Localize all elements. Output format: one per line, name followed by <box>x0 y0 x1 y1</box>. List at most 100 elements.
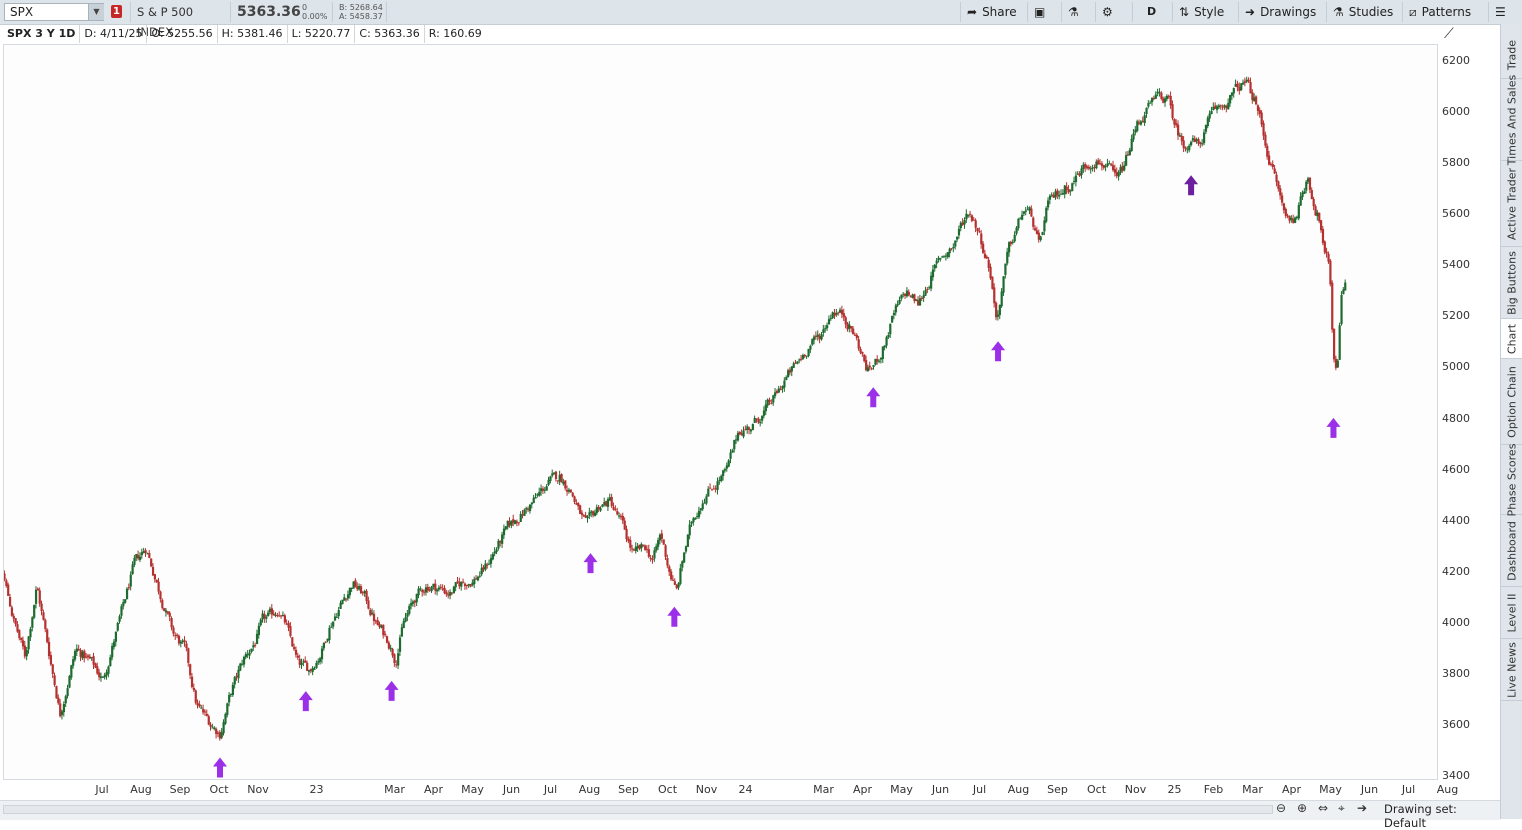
up-arrow-marker[interactable] <box>583 553 598 574</box>
sidebar-tab-times-and-sales[interactable]: Times And Sales <box>1501 74 1522 165</box>
style-button[interactable]: ⇅ Style <box>1172 2 1230 22</box>
candle-body <box>987 259 990 268</box>
candle-body <box>759 422 762 424</box>
drawing-set-label[interactable]: Drawing set: Default <box>1384 802 1457 830</box>
up-arrow-marker[interactable] <box>991 341 1006 362</box>
candle-body <box>309 669 312 671</box>
candle-body <box>86 655 90 657</box>
price-chart[interactable] <box>0 44 1438 780</box>
price-tick-label: 4400 <box>1442 513 1470 527</box>
candle-body <box>839 309 842 313</box>
candle-body <box>361 592 364 594</box>
candle-body <box>805 355 808 357</box>
candle-body <box>51 664 54 674</box>
candle-body <box>950 248 953 250</box>
candle-body <box>787 370 790 378</box>
up-arrow-marker[interactable] <box>1184 175 1199 196</box>
candle-body <box>534 497 537 499</box>
price-axis-icon[interactable]: ⟋ <box>1444 26 1454 42</box>
time-tick-label: Sep <box>618 783 639 796</box>
symbol-dropdown-icon[interactable]: ▼ <box>88 4 104 20</box>
up-arrow-marker[interactable] <box>866 387 881 408</box>
candle-body <box>670 571 673 580</box>
zoom-out-icon[interactable]: ⊖ <box>1276 801 1287 815</box>
candle-body <box>322 642 325 649</box>
candle-body <box>736 432 740 441</box>
candle-body <box>359 586 363 594</box>
sidebar-tab-chart[interactable]: Chart <box>1501 319 1522 359</box>
candle-body <box>822 329 825 333</box>
candle-body <box>1282 203 1286 211</box>
flask-button[interactable]: ⚗ <box>1061 2 1095 22</box>
candle-body <box>480 567 483 575</box>
candle-body <box>761 416 764 421</box>
candle-body <box>956 236 959 240</box>
candle-body <box>1132 133 1135 140</box>
up-arrow-marker[interactable] <box>298 691 313 712</box>
link-group-badge[interactable]: 1 <box>111 5 122 18</box>
candle-body <box>614 509 617 511</box>
candle-body <box>38 590 41 604</box>
candle-body <box>1035 230 1039 235</box>
sidebar-tab-option-chain[interactable]: Option Chain <box>1501 359 1522 445</box>
candle-body <box>33 604 36 618</box>
sidebar-tab-phase-scores[interactable]: Phase Scores <box>1501 443 1522 516</box>
candlestick-svg[interactable] <box>0 45 1437 779</box>
candle-body <box>625 529 628 540</box>
settings-button[interactable]: ⚙ <box>1095 2 1132 22</box>
candle-body <box>1323 241 1326 253</box>
candle-body <box>905 290 909 297</box>
up-arrow-marker[interactable] <box>667 606 682 627</box>
sidebar-tab-active-trader[interactable]: Active Trader <box>1501 161 1522 247</box>
candle-body <box>803 354 806 357</box>
arrow-right-icon[interactable]: ➔ <box>1357 801 1368 815</box>
candle-body <box>441 588 444 590</box>
candle-body <box>424 587 428 593</box>
up-arrow-marker[interactable] <box>384 680 399 701</box>
candle-body <box>865 360 868 371</box>
sidebar-tab-big-buttons[interactable]: Big Buttons <box>1501 247 1522 319</box>
candle-body <box>291 637 294 647</box>
symbol-description: S & P 500 INDEX <box>130 2 230 39</box>
candle-body <box>790 366 793 372</box>
patterns-button[interactable]: ⧄ Patterns <box>1402 2 1477 22</box>
candle-body <box>79 649 82 657</box>
candle-body <box>716 481 719 490</box>
candle-body <box>107 666 110 674</box>
price-axis[interactable]: 6200 6000 5800 5600 5400 5200 5000 4800 4600 4400… <box>1438 44 1500 782</box>
expand-icon[interactable]: ⇔ <box>1318 801 1329 815</box>
candle-body <box>202 709 205 713</box>
patterns-icon: ⧄ <box>1409 5 1417 19</box>
candle-body <box>478 575 481 577</box>
up-arrow-marker[interactable] <box>1326 417 1341 438</box>
candle-body <box>1333 328 1336 360</box>
menu-button[interactable]: ☰ <box>1488 2 1522 22</box>
candle-body <box>81 651 84 659</box>
zoom-in-icon[interactable]: ⊕ <box>1297 801 1308 815</box>
sidebar-tab-dashboard[interactable]: Dashboard <box>1501 515 1522 587</box>
symbol-input[interactable]: SPX <box>4 3 104 21</box>
sidebar-tab-level-ii[interactable]: Level II <box>1501 587 1522 639</box>
candle-body <box>198 704 201 707</box>
grid-layout-button[interactable]: ▣ <box>1027 2 1061 22</box>
studies-button[interactable]: ⚗ Studies <box>1326 2 1399 22</box>
drawings-button[interactable]: ➜ Drawings <box>1238 2 1322 22</box>
candle-body <box>1106 163 1109 167</box>
candle-body <box>961 222 964 225</box>
share-button[interactable]: ➦ Share <box>960 2 1023 22</box>
timeframe-button[interactable]: D <box>1132 2 1172 22</box>
time-tick-label: 25 <box>1167 783 1182 796</box>
time-tick-label: Oct <box>209 783 229 796</box>
up-arrow-marker[interactable] <box>213 757 227 778</box>
candle-body <box>246 654 249 656</box>
candle-body <box>846 323 849 330</box>
candle-body <box>835 312 838 315</box>
sidebar-tab-trade[interactable]: Trade <box>1501 32 1522 79</box>
gear-icon: ⚙ <box>1102 5 1113 19</box>
sidebar-tab-live-news[interactable]: Live News <box>1501 639 1522 701</box>
candle-body <box>203 711 207 713</box>
crosshair-icon[interactable]: ⌖ <box>1338 801 1345 815</box>
candle-body <box>163 608 166 612</box>
candle-body <box>276 614 279 616</box>
horizontal-scrollbar[interactable] <box>3 805 1273 814</box>
